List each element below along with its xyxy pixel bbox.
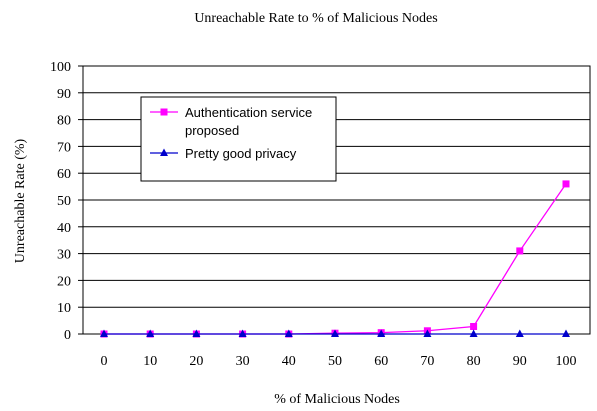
- y-tick-label: 40: [57, 221, 71, 236]
- x-tick-label: 100: [556, 354, 577, 369]
- data-point: [470, 322, 478, 330]
- data-point: [562, 180, 570, 188]
- data-point: [377, 329, 386, 337]
- x-tick-label: 70: [420, 354, 434, 369]
- y-tick-label: 30: [57, 248, 71, 263]
- x-axis-ticks: 0 10 20 30 40 50 60 70 80 90 100: [101, 354, 577, 369]
- legend-item-1: Authentication service proposed: [150, 105, 312, 138]
- series-layer: [100, 180, 570, 338]
- x-tick-label: 20: [189, 354, 203, 369]
- y-tick-label: 0: [64, 328, 71, 343]
- legend-label: Pretty good privacy: [185, 146, 297, 161]
- series-2: [100, 329, 570, 337]
- x-tick-label: 60: [374, 354, 388, 369]
- data-point: [423, 329, 432, 337]
- x-tick-label: 10: [143, 354, 157, 369]
- x-tick-label: 0: [101, 354, 108, 369]
- series-line: [104, 183, 567, 335]
- x-tick-label: 50: [328, 354, 342, 369]
- y-tick-label: 20: [57, 274, 71, 289]
- y-tick-label: 10: [57, 301, 71, 316]
- legend-marker: [160, 148, 168, 156]
- data-point: [284, 329, 293, 337]
- x-axis-title: % of Malicious Nodes: [274, 392, 400, 407]
- data-point: [146, 329, 155, 337]
- legend-marker: [160, 108, 168, 116]
- x-tick-label: 30: [236, 354, 250, 369]
- x-tick-label: 80: [467, 354, 481, 369]
- y-tick-label: 50: [57, 194, 71, 209]
- data-point: [100, 329, 108, 337]
- y-axis-title: Unreachable Rate (%): [13, 138, 28, 263]
- x-tick-label: 40: [282, 354, 296, 369]
- legend: Authentication service proposed Pretty goo…: [140, 96, 337, 182]
- data-point: [192, 329, 201, 337]
- y-tick-label: 80: [57, 114, 71, 129]
- y-tick-label: 70: [57, 140, 71, 155]
- legend-box: [140, 96, 337, 182]
- y-tick-label: 100: [50, 60, 71, 75]
- data-point: [331, 329, 339, 337]
- series-1: [100, 180, 570, 338]
- legend-label: Authentication service: [185, 105, 312, 120]
- legend-label: proposed: [185, 123, 239, 138]
- data-point: [562, 329, 570, 337]
- y-tick-label: 90: [57, 87, 71, 102]
- data-point: [469, 329, 478, 337]
- y-axis-ticks: 0 10 20 30 40 50 60 70 80 90 100: [50, 60, 83, 343]
- x-tick-label: 90: [513, 354, 527, 369]
- data-point: [515, 329, 524, 337]
- data-point: [238, 329, 247, 337]
- legend-item-2: Pretty good privacy: [150, 146, 297, 161]
- data-point: [516, 247, 524, 255]
- chart-title: Unreachable Rate to % of Malicious Nodes: [194, 11, 437, 26]
- y-tick-label: 60: [57, 167, 71, 182]
